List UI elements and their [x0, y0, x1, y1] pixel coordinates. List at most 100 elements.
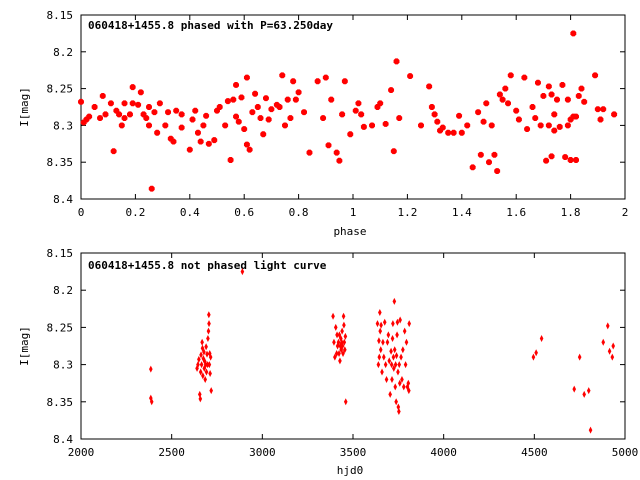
data-point [207, 361, 212, 369]
x-tick-label: 5000 [612, 446, 639, 459]
data-point [575, 93, 582, 99]
data-point [333, 323, 338, 331]
data-point [611, 342, 616, 350]
data-point [333, 149, 340, 156]
data-point [243, 141, 250, 148]
data-point [254, 104, 261, 110]
data-point [358, 111, 365, 118]
data-point [205, 350, 209, 358]
data-point [340, 327, 344, 335]
data-point [389, 347, 393, 355]
data-point [607, 347, 612, 355]
data-point [377, 100, 384, 107]
data-point [325, 142, 332, 149]
data-point [515, 116, 522, 123]
data-point [407, 73, 414, 80]
data-point [268, 106, 275, 113]
data-point [205, 140, 212, 147]
data-point [284, 96, 291, 103]
data-point [521, 74, 528, 81]
data-point [352, 107, 359, 114]
data-point [399, 353, 403, 361]
y-axis-label: I[mag] [18, 87, 31, 127]
data-point [333, 353, 337, 361]
y-tick-label: 8.35 [47, 396, 74, 409]
data-point [287, 115, 294, 121]
data-point [203, 361, 208, 369]
data-point [121, 115, 128, 121]
data-point [540, 93, 547, 99]
data-point [102, 111, 109, 118]
data-point [343, 332, 348, 340]
data-point [235, 118, 242, 125]
data-point [156, 100, 163, 107]
data-point [148, 185, 155, 192]
data-point [230, 96, 237, 103]
data-point [265, 116, 272, 123]
data-point [534, 349, 538, 357]
data-point [392, 364, 396, 372]
data-point [610, 353, 615, 361]
data-point [586, 387, 591, 395]
x-axis-label: phase [333, 225, 366, 238]
data-point [505, 100, 511, 107]
x-tick-label: 4000 [430, 446, 457, 459]
data-point [295, 89, 302, 96]
data-point [458, 129, 465, 136]
data-point [201, 355, 206, 363]
data-point [486, 159, 492, 166]
data-point [592, 72, 599, 79]
data-point [338, 357, 342, 365]
data-point [400, 375, 404, 383]
data-point [390, 335, 395, 343]
data-point [337, 331, 342, 339]
data-point [197, 138, 204, 145]
data-point [335, 331, 339, 339]
data-point [376, 361, 381, 369]
data-point [334, 349, 339, 357]
data-point [322, 74, 329, 81]
data-point [551, 111, 558, 118]
data-point [554, 96, 560, 103]
data-point [564, 122, 571, 129]
y-tick-label: 8.4 [53, 433, 73, 446]
data-point [86, 113, 93, 120]
data-point [401, 383, 406, 391]
data-point [378, 309, 382, 317]
phased-light-curve-panel: 060418+1455.8 phased with P=63.250day ph… [18, 9, 628, 238]
data-point [377, 353, 382, 361]
x-tick-label: 0 [78, 206, 85, 219]
data-point [146, 122, 152, 129]
data-point [257, 115, 264, 121]
data-point [513, 107, 520, 114]
data-point [241, 126, 248, 133]
data-point [392, 297, 397, 305]
data-point [387, 357, 392, 365]
y-tick-label: 8.25 [47, 321, 74, 334]
data-point [178, 111, 185, 118]
y-tick-label: 8.15 [47, 247, 74, 260]
data-point [203, 112, 210, 119]
data-point [222, 122, 229, 129]
y-axis-label: I[mag] [18, 326, 31, 366]
data-point [206, 327, 211, 335]
data-point [336, 338, 341, 346]
data-point [233, 81, 239, 88]
x-tick-label: 0.6 [234, 206, 254, 219]
data-point [407, 320, 412, 328]
data-point [567, 157, 574, 163]
x-tick-label: 3500 [340, 446, 367, 459]
x-tick-label: 0.8 [289, 206, 309, 219]
data-point [398, 316, 402, 324]
data-point [535, 79, 541, 86]
data-point [496, 91, 503, 98]
data-point [502, 85, 509, 92]
data-point [431, 111, 438, 118]
data-point [548, 153, 555, 160]
data-point [406, 379, 411, 387]
data-point [529, 104, 536, 110]
plot-frame [80, 252, 626, 440]
data-point [390, 148, 397, 155]
data-point [418, 122, 424, 129]
